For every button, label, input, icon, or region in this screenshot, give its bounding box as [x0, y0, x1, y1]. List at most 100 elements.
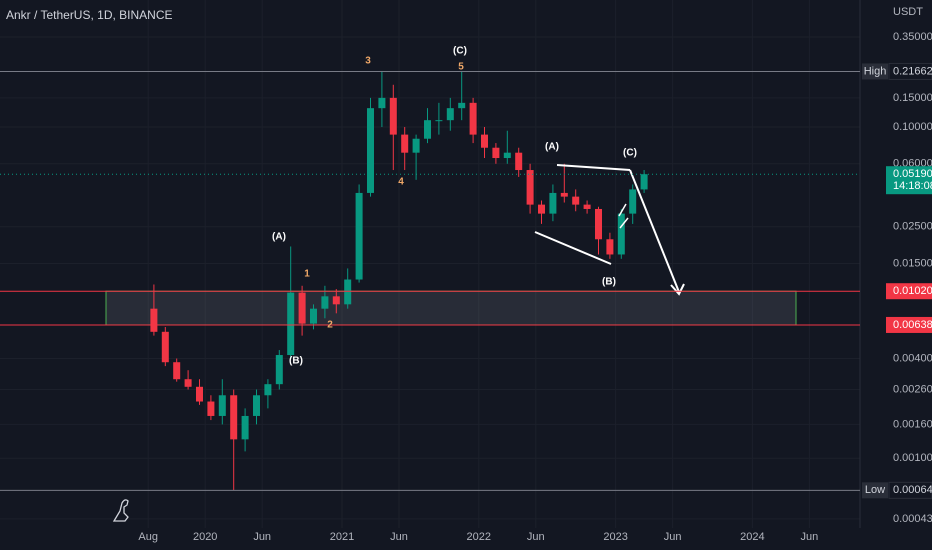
logo [112, 499, 129, 522]
candle-body [515, 152, 523, 171]
candle-body [617, 213, 625, 255]
candle-body [367, 108, 374, 193]
candle-body [538, 204, 545, 214]
drawings [534, 164, 685, 296]
candle-body [640, 174, 648, 190]
countdown: 14:18:08 [893, 180, 932, 192]
wave-label: 1 [304, 269, 310, 280]
candle-body [196, 386, 203, 402]
arrow-head [670, 283, 685, 296]
x-tick-label: 2022 [467, 531, 491, 543]
trend-line [556, 164, 631, 171]
candle-body [344, 279, 352, 305]
projection-arrow [629, 169, 680, 293]
candle-body [446, 108, 454, 121]
level-label: 0.21662 [893, 65, 932, 77]
candle-body [424, 120, 431, 139]
y-tick-label: 0.15000 [893, 92, 932, 104]
x-tick-label: 2023 [603, 531, 627, 543]
candle-body [492, 147, 500, 159]
x-tick-label: 2024 [740, 531, 764, 543]
candle-body [218, 395, 226, 416]
x-tick-label: Aug [138, 531, 158, 543]
wave-label: 3 [365, 56, 371, 67]
candle-body [378, 97, 386, 109]
unit-label: USDT [893, 6, 923, 18]
grid [0, 0, 860, 528]
y-tick-label: 0.00400 [893, 352, 932, 364]
x-tick-label: Jun [801, 531, 819, 543]
candle-body [161, 331, 169, 363]
wave-label: (B) [602, 277, 616, 288]
wave-label: (C) [623, 148, 637, 159]
candle-body [264, 384, 272, 396]
candle-body [150, 308, 158, 332]
zone [105, 290, 797, 326]
candle-body [355, 192, 363, 280]
candle-body [469, 102, 477, 135]
candle-body [595, 208, 602, 240]
candle-body [412, 138, 420, 153]
candle-body [275, 355, 283, 385]
candle-body [458, 102, 466, 109]
x-tick-label: Jun [664, 531, 682, 543]
wave-line [619, 217, 629, 229]
candle-body [435, 120, 443, 122]
candle-body [549, 192, 557, 214]
axes: 0.350000.150000.100000.060000.025000.015… [0, 31, 932, 543]
level-name: High [864, 65, 887, 77]
x-tick-label: Jun [253, 531, 271, 543]
candle-body [629, 189, 637, 214]
y-tick-label: 0.00100 [893, 452, 932, 464]
level-name-badge [862, 482, 888, 499]
wave-label: (A) [272, 232, 286, 243]
x-tick-label: Jun [390, 531, 408, 543]
y-tick-label: 0.00260 [893, 383, 932, 395]
candle-body [606, 239, 614, 255]
level-label: 0.01020 [893, 285, 932, 297]
candle-body [184, 379, 192, 387]
y-tick-label: 0.00043 [893, 513, 932, 525]
level-label: 0.00638 [893, 319, 932, 331]
y-tick-label: 0.10000 [893, 121, 932, 133]
level-badge [888, 62, 932, 80]
level-name: Low [865, 484, 885, 496]
candle-body [572, 196, 580, 205]
wave-label: (A) [545, 142, 559, 153]
chart-title: Ankr / TetherUS, 1D, BINANCE [6, 8, 173, 22]
y-tick-label: 0.35000 [893, 31, 932, 43]
y-tick-label: 0.02500 [893, 221, 932, 233]
y-tick-label: 0.01500 [893, 257, 932, 269]
candle-body [230, 395, 238, 440]
last-price-badge [886, 166, 932, 195]
wave-label: 4 [398, 177, 404, 188]
candle-body [560, 192, 568, 197]
level-badge [886, 316, 932, 333]
wave-label: 5 [458, 62, 464, 73]
candle-body [389, 97, 397, 135]
zone-layer [105, 290, 797, 326]
trend-line [534, 231, 612, 265]
level-badge [888, 481, 932, 499]
candle-body [481, 134, 488, 148]
candle-body [310, 308, 317, 324]
candle-body [253, 395, 260, 416]
candle-body [173, 362, 181, 380]
x-tick-label: 2020 [193, 531, 217, 543]
wave-label: (C) [453, 46, 467, 57]
candle-body [503, 152, 511, 159]
candle-body [287, 292, 295, 356]
candle-body [401, 134, 409, 153]
x-tick-label: Jun [527, 531, 545, 543]
level-badge [886, 283, 932, 300]
level-label: 0.00064 [893, 484, 932, 496]
level-name-badge [862, 63, 888, 80]
candle-body [526, 170, 534, 205]
wave-label: 2 [327, 320, 333, 331]
candle-body [207, 401, 215, 416]
candles [150, 71, 648, 491]
candle-body [241, 415, 249, 440]
wave-label: (B) [289, 356, 303, 367]
